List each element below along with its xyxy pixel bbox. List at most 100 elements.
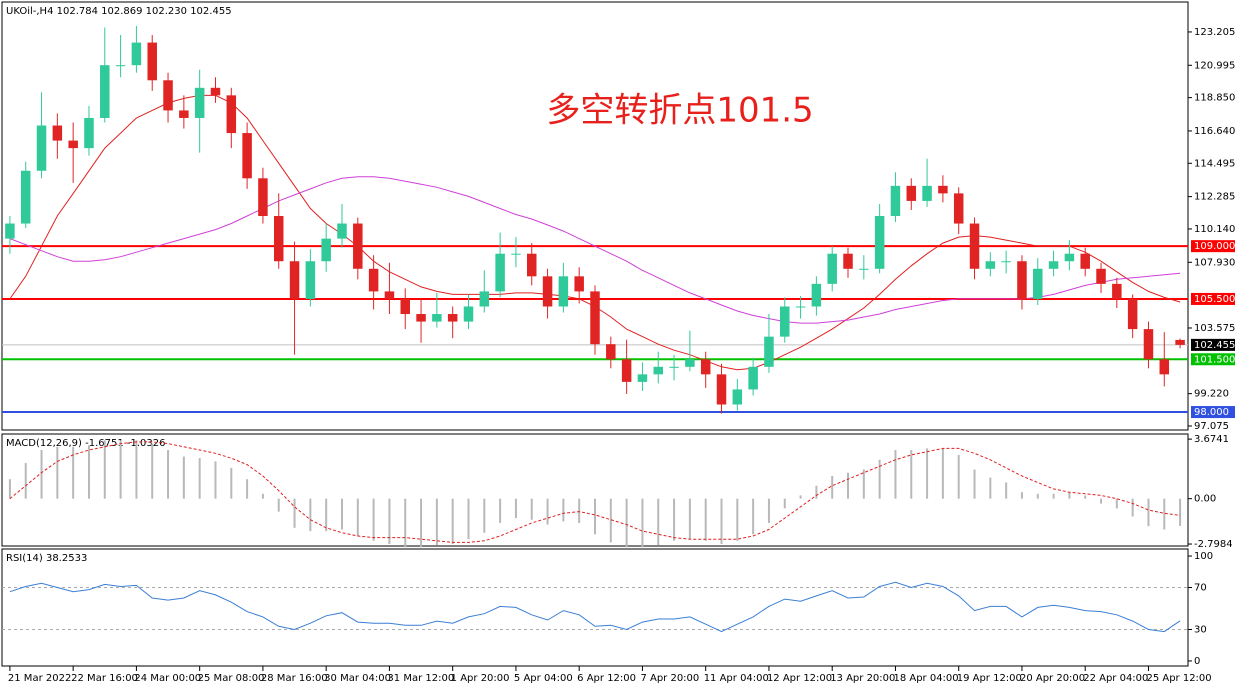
candle-body <box>969 223 980 269</box>
candle-body <box>5 223 15 239</box>
candle-body <box>1017 261 1027 299</box>
candle-body <box>289 261 300 299</box>
candle-body <box>606 344 616 360</box>
candle-body <box>558 276 569 307</box>
panel-frame <box>1 433 1189 547</box>
candle-body <box>479 291 490 307</box>
candle-body <box>700 359 711 375</box>
x-tick-label: 28 Mar 16:00 <box>261 673 328 684</box>
candle-body <box>115 65 126 67</box>
y-tick-label: 107.930 <box>1194 257 1235 268</box>
candle-body <box>36 125 47 171</box>
x-tick-label: 18 Apr 04:00 <box>893 673 958 684</box>
candle-body <box>1112 283 1122 299</box>
candle-body <box>653 366 663 375</box>
x-tick-label: 19 Apr 12:00 <box>957 673 1022 684</box>
annotation: 多空转折点101.5 <box>546 91 813 131</box>
candle-body <box>716 374 727 405</box>
candle-body <box>859 268 869 270</box>
candle-body <box>874 216 885 269</box>
y-tick-label: 100 <box>1194 551 1213 562</box>
y-tick-label: 116.640 <box>1194 126 1235 137</box>
x-tick-label: 21 Mar 2022 <box>8 673 71 684</box>
level-tag <box>1191 240 1235 253</box>
candle-body <box>447 314 458 322</box>
candle-body <box>1064 253 1075 262</box>
y-tick-label: 103.575 <box>1194 323 1235 334</box>
x-tick-label: 30 Mar 04:00 <box>324 673 391 684</box>
candle-body <box>748 366 758 390</box>
y-tick-label: -2.7984 <box>1194 539 1233 550</box>
x-tick-label: 20 Apr 20:00 <box>1020 673 1085 684</box>
candle-body <box>985 261 996 269</box>
rsi-line <box>9 581 1181 633</box>
candle-body <box>163 80 173 111</box>
candle-body <box>242 133 252 179</box>
candle-body <box>906 185 917 201</box>
x-tick-label: 31 Mar 12:00 <box>387 673 454 684</box>
y-tick-label: 0.00 <box>1194 494 1216 505</box>
x-tick-label: 7 Apr 20:00 <box>640 673 699 684</box>
candle-body <box>353 223 363 269</box>
panel-frame <box>1 548 1189 667</box>
candle-body <box>827 253 837 284</box>
y-tick-label: 118.850 <box>1194 93 1235 104</box>
candle-body <box>1001 261 1011 263</box>
candle-body <box>100 65 110 118</box>
x-tick-label: 12 Apr 12:00 <box>767 673 832 684</box>
y-tick-label: 114.495 <box>1194 158 1235 169</box>
level-tag <box>1191 353 1235 366</box>
candle-body <box>621 359 632 382</box>
level-tag <box>1191 292 1235 305</box>
level-label: 98.000 <box>1194 407 1229 418</box>
candle-body <box>305 261 316 299</box>
candle-body <box>843 253 853 269</box>
candle-body <box>84 117 94 149</box>
candle-body <box>68 140 78 149</box>
x-tick-label: 25 Mar 08:00 <box>198 673 265 684</box>
candle-body <box>321 238 331 262</box>
y-tick-label: 3.6741 <box>1194 434 1229 445</box>
candle-body <box>1143 329 1154 360</box>
candle-body <box>732 389 743 405</box>
x-tick-label: 13 Apr 20:00 <box>830 673 895 684</box>
x-tick-label: 22 Mar 16:00 <box>71 673 138 684</box>
candle-body <box>637 374 648 382</box>
x-tick-label: 24 Mar 00:00 <box>134 673 201 684</box>
panel-title: UKOil-,H4 102.784 102.869 102.230 102.45… <box>6 6 232 17</box>
macd-signal <box>9 441 1181 543</box>
y-tick-label: 120.995 <box>1194 60 1235 71</box>
candle-body <box>210 87 221 96</box>
candle-body <box>922 185 932 201</box>
candle-body <box>1175 339 1185 345</box>
y-tick-label: 30 <box>1194 624 1207 635</box>
y-tick-label: 97.075 <box>1194 421 1229 432</box>
level-label: 101.500 <box>1194 354 1235 365</box>
y-tick-label: 112.285 <box>1194 192 1235 203</box>
candle-body <box>258 178 268 216</box>
candle-body <box>463 306 474 322</box>
candle-body <box>780 306 790 337</box>
moving-average <box>9 176 1181 324</box>
candle-body <box>527 253 537 277</box>
candle-body <box>890 185 901 216</box>
candle-body <box>590 291 600 345</box>
candle-body <box>574 276 584 292</box>
candle-body <box>811 283 822 307</box>
x-tick-label: 5 Apr 04:00 <box>514 673 573 684</box>
candle-body <box>368 268 379 292</box>
x-tick-label: 11 Apr 04:00 <box>704 673 769 684</box>
last-price-label: 102.455 <box>1194 340 1235 351</box>
candle-body <box>685 359 695 367</box>
level-tag <box>1191 406 1235 419</box>
y-tick-label: 0 <box>1194 656 1200 667</box>
candle-body <box>384 291 395 299</box>
x-tick-label: 25 Apr 12:00 <box>1146 673 1211 684</box>
candle-body <box>1048 261 1059 269</box>
candle-body <box>1159 359 1170 375</box>
x-tick-label: 6 Apr 12:00 <box>577 673 636 684</box>
y-tick-label: 110.140 <box>1194 224 1235 235</box>
candle-body <box>432 314 442 322</box>
candle-body <box>20 170 31 224</box>
